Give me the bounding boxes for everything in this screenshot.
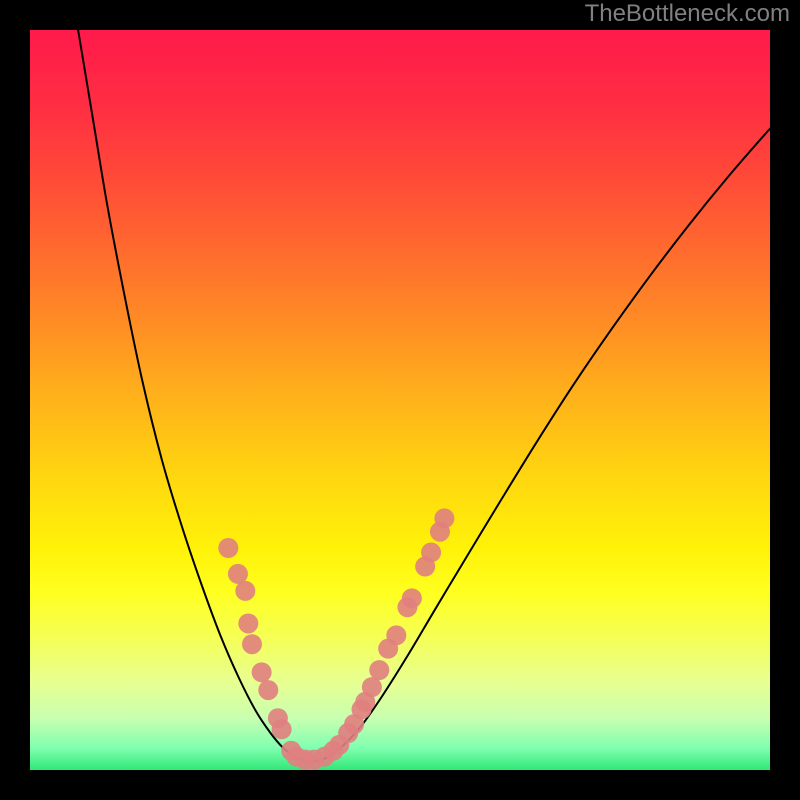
data-marker: [369, 660, 389, 680]
data-marker: [228, 564, 248, 584]
chart-svg: [30, 30, 770, 770]
gradient-background: [30, 30, 770, 770]
data-marker: [238, 613, 258, 633]
data-marker: [242, 634, 262, 654]
data-marker: [386, 625, 406, 645]
data-marker: [258, 680, 278, 700]
plot-area: [30, 30, 770, 770]
data-marker: [434, 508, 454, 528]
data-marker: [235, 581, 255, 601]
data-marker: [362, 677, 382, 697]
data-marker: [252, 662, 272, 682]
watermark-text: TheBottleneck.com: [585, 0, 790, 28]
data-marker: [218, 538, 238, 558]
data-marker: [421, 542, 441, 562]
chart-container: TheBottleneck.com: [0, 0, 800, 800]
data-marker: [272, 719, 292, 739]
data-marker: [402, 588, 422, 608]
